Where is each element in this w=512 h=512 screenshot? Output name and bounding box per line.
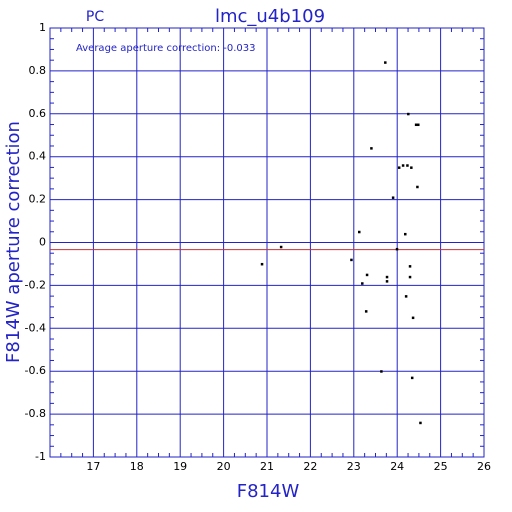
y-tick-label: -0.6 [25,364,46,377]
y-tick-label: 1 [39,21,46,34]
point [410,166,413,169]
point [406,164,409,167]
x-tick-label: 22 [303,460,317,473]
chart-label: PC [86,9,104,25]
point [404,295,408,298]
chart-title: lmc_u4b109 [215,6,325,27]
point [408,275,412,279]
point [410,376,414,380]
x-tick-label: 24 [390,460,404,473]
point [385,275,389,279]
point [380,370,383,373]
point [407,112,410,116]
y-tick-label: 0 [39,236,46,249]
point [411,316,415,320]
y-tick-label: -0.4 [25,321,46,334]
y-tick-label: -1 [35,450,46,463]
point [391,196,395,199]
y-tick-label: 0.6 [29,107,47,120]
y-axis-label: F814W aperture correction [3,121,24,363]
x-axis-label: F814W [237,481,300,502]
point [350,258,353,262]
x-tick-label: 18 [130,460,144,473]
y-tick-label: 0.8 [29,64,47,77]
x-tick-label: 19 [173,460,187,473]
point [408,265,412,268]
point [416,185,419,189]
x-tick-label: 26 [477,460,491,473]
x-tick-label: 21 [260,460,274,473]
point [370,147,373,150]
y-tick-label: -0.8 [25,407,46,420]
point [417,123,420,127]
point [364,310,368,313]
x-tick-label: 25 [434,460,448,473]
point [384,61,387,64]
y-tick-label: -0.2 [25,278,46,291]
y-tick-label: 0.4 [29,150,47,163]
point [260,262,264,266]
point [279,245,283,249]
x-tick-label: 20 [217,460,231,473]
point [361,282,364,285]
point [414,123,418,127]
point [404,232,407,236]
x-tick-label: 17 [86,460,100,473]
point [397,166,401,169]
point [401,164,405,167]
point [395,247,399,251]
annotation: Average aperture correction: -0.033 [76,43,256,54]
point [385,280,389,283]
point [365,273,369,277]
point [419,421,422,425]
y-tick-label: 0.2 [29,193,47,206]
x-tick-label: 23 [347,460,361,473]
point [358,230,361,234]
